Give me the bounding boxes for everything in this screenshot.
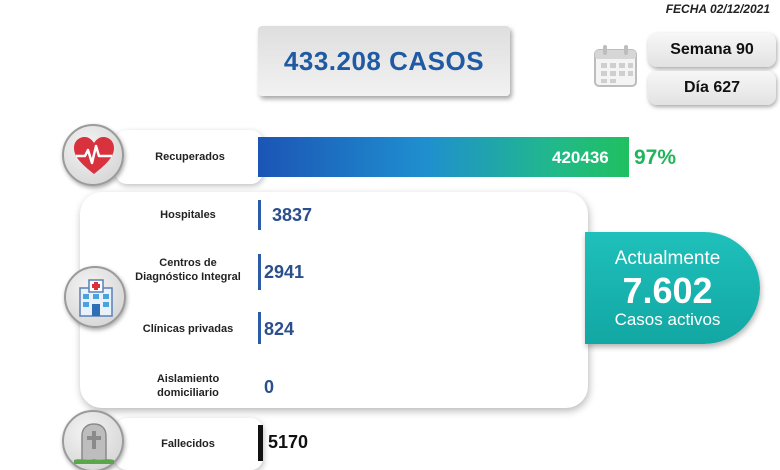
clinics-label: Clínicas privadas: [142, 323, 234, 335]
active-cases-count: 7.602: [622, 270, 713, 311]
total-cases-value: 433.208 CASOS: [283, 46, 485, 76]
calendar-icon: [593, 44, 638, 88]
hospitalization-panel: [80, 192, 588, 408]
recovered-bar: [258, 137, 629, 177]
total-cases-box: 433.208 CASOS: [258, 26, 510, 96]
home-isolation-value: 0: [264, 377, 275, 397]
hospital-icon-circle: [64, 266, 126, 328]
report-date: FECHA 02/12/2021: [665, 2, 770, 16]
recovered-label: Recuperados: [155, 151, 225, 163]
recovered-label-card: [115, 130, 263, 184]
grave-icon: [74, 423, 114, 464]
clinics-bar: [258, 312, 261, 344]
deaths-label-card: [115, 418, 263, 470]
hospitals-label: Hospitales: [160, 209, 216, 221]
cdi-value: 2941: [264, 262, 305, 282]
deaths-value: 5170: [268, 432, 309, 452]
recovered-value: 420436: [552, 148, 609, 167]
week-badge: Semana 90: [648, 33, 776, 67]
cdi-label-line2: Diagnóstico Integral: [135, 271, 241, 283]
hospitals-value: 3837: [272, 205, 313, 225]
cdi-label-line1: Centros de: [159, 257, 217, 269]
active-cases-subtitle: Casos activos: [614, 310, 721, 329]
active-cases-caption: Actualmente: [614, 248, 721, 269]
clinics-value: 824: [264, 319, 295, 339]
deaths-bar: [258, 425, 263, 461]
home-isolation-label-line1: Aislamiento: [156, 373, 220, 385]
deaths-icon-circle: [62, 410, 124, 470]
home-isolation-label-line2: domiciliario: [157, 387, 219, 399]
hospital-icon: [79, 279, 113, 317]
deaths-label: Fallecidos: [161, 438, 215, 450]
recovered-percent: 97%: [634, 146, 677, 169]
day-badge: Día 627: [648, 71, 776, 105]
heart-pulse-icon: [74, 137, 114, 174]
cdi-bar: [258, 254, 261, 290]
hospitals-bar: [258, 200, 261, 230]
active-cases-card: Actualmente 7.602 Casos activos: [585, 232, 760, 344]
recovered-icon-circle: [62, 124, 124, 186]
